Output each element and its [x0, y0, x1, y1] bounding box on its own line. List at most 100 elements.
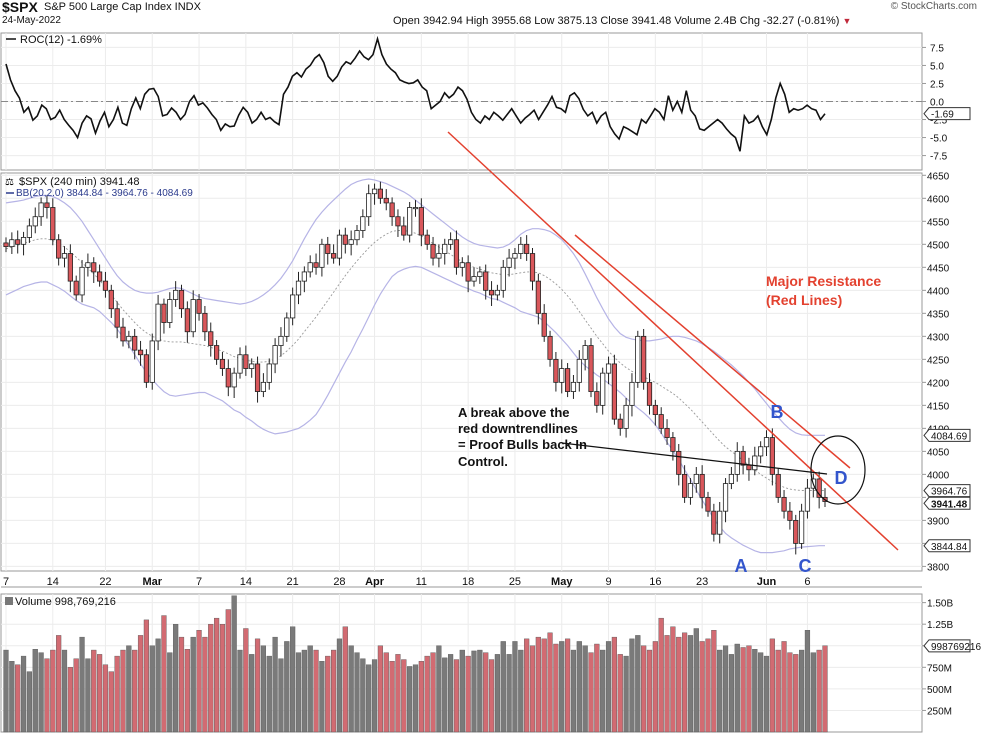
price-tick-label: 4150 — [927, 401, 950, 412]
volume-bar — [354, 652, 360, 733]
x-tick-label: 14 — [240, 576, 252, 588]
candle-body — [646, 381, 653, 406]
candle-body — [600, 372, 606, 406]
volume-bar — [149, 645, 155, 733]
candle-body — [793, 519, 799, 544]
candle-body — [184, 308, 190, 333]
resistance-label-1: Major Resistance — [766, 273, 881, 289]
candle-body — [295, 280, 302, 296]
candle-body — [752, 455, 758, 471]
candle-body — [237, 354, 243, 374]
volume-bar — [237, 649, 243, 733]
volume-bar — [284, 641, 290, 733]
candle-body — [594, 391, 600, 406]
candle-body — [161, 303, 167, 323]
volume-bar — [728, 654, 735, 733]
candle-legend-icon: ⚖ — [5, 177, 14, 188]
candle-body — [249, 363, 255, 369]
point-label-a: A — [735, 556, 748, 576]
volume-bar — [79, 636, 85, 733]
candle-body — [330, 253, 337, 259]
roc-legend: ROC(12) -1.69% — [20, 34, 102, 46]
x-tick-label: Jun — [757, 576, 777, 588]
candle-body — [38, 202, 44, 218]
x-tick-label: 25 — [509, 576, 521, 588]
candle-body — [360, 216, 366, 231]
candle-body — [740, 450, 746, 466]
volume-bar — [114, 655, 120, 733]
ohlc-summary: Open 3942.94 High 3955.68 Low 3875.13 Cl… — [393, 15, 851, 27]
point-label-d: D — [835, 468, 848, 488]
volume-last-tag-text: 998769216 — [931, 642, 981, 653]
x-tick-label: 28 — [333, 576, 345, 588]
stockcharts-logo: © StockCharts.com — [890, 1, 977, 12]
volume-bar — [395, 654, 401, 733]
x-tick-label: 16 — [649, 576, 661, 588]
volume-bar — [366, 664, 372, 733]
candle-body — [459, 262, 465, 268]
volume-bar — [769, 638, 775, 733]
volume-bar — [360, 658, 366, 733]
volume-bar — [623, 655, 629, 733]
volume-bar — [161, 615, 167, 733]
candle-body — [108, 289, 114, 310]
volume-bar — [26, 671, 33, 733]
volume-bar — [137, 635, 144, 733]
candle-body — [348, 239, 354, 245]
x-tick-label: 23 — [696, 576, 708, 588]
volume-bar — [15, 664, 21, 733]
bb-upper-line — [5, 178, 825, 436]
volume-bar — [699, 641, 705, 733]
volume-bar — [336, 638, 343, 733]
candle-body — [313, 262, 319, 268]
bb-upper-tag: 4084.69 — [923, 428, 971, 442]
candle-body — [781, 496, 787, 512]
candle-body — [664, 427, 670, 438]
volume-bar — [190, 636, 196, 733]
volume-bar — [342, 626, 348, 733]
point-label-b: B — [771, 402, 784, 422]
volume-bar — [740, 647, 746, 733]
candle-body — [641, 335, 647, 383]
bb-upper-tag-text: 4084.69 — [931, 431, 968, 442]
volume-bar — [693, 628, 699, 733]
volume-bar — [799, 649, 805, 733]
candle-body — [102, 280, 109, 291]
volume-bar — [196, 630, 202, 733]
volume-bar — [430, 652, 436, 733]
volume-bar — [553, 643, 559, 733]
candle-body — [623, 404, 629, 429]
volume-bar — [822, 645, 828, 733]
candle-body — [436, 253, 442, 259]
candle-body — [582, 345, 588, 360]
volume-bar — [325, 655, 331, 733]
volume-bar — [383, 652, 389, 733]
volume-bar — [331, 649, 337, 733]
x-tick-label: 9 — [605, 576, 611, 588]
bb-upper-tag-box — [923, 428, 971, 442]
candle-body — [137, 349, 144, 356]
ohlc-text: Open 3942.94 High 3955.68 Low 3875.13 Cl… — [393, 15, 840, 27]
candle-body — [336, 234, 343, 259]
volume-legend-swatch — [5, 597, 13, 605]
candle-body — [85, 262, 91, 268]
candle-body — [676, 450, 682, 475]
roc-last-tag-box — [923, 107, 971, 121]
volume-bar — [307, 645, 313, 733]
volume-bar — [96, 654, 103, 733]
volume-bar — [120, 649, 126, 733]
candle-body — [389, 202, 395, 218]
downtrend-line-2 — [574, 234, 851, 469]
roc-tick-label: 2.5 — [930, 79, 944, 90]
volume-bar — [20, 655, 27, 733]
x-tick-label: 14 — [47, 576, 59, 588]
candle-body — [787, 510, 793, 521]
candle-body — [278, 335, 284, 346]
candle-body — [219, 358, 226, 369]
x-tick-label: Apr — [365, 576, 385, 588]
volume-bar — [617, 654, 623, 733]
roc-last-tag: -1.69 — [923, 107, 971, 121]
annotation-line-4: Control. — [458, 454, 508, 469]
candle-body — [254, 363, 261, 392]
